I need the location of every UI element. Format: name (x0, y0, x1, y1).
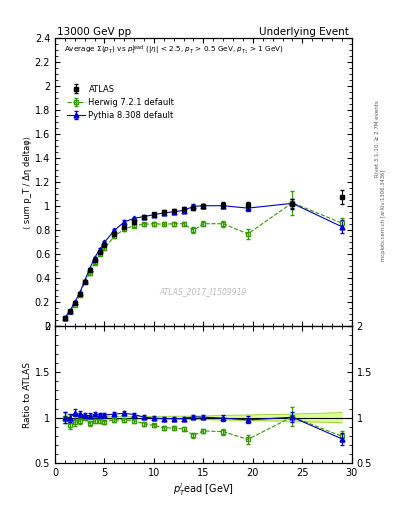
Text: mcplots.cern.ch [arXiv:1306.3436]: mcplots.cern.ch [arXiv:1306.3436] (382, 169, 386, 261)
Text: 13000 GeV pp: 13000 GeV pp (57, 27, 131, 37)
Text: Average $\Sigma(p_T)$ vs $p_T^{\rm lead}$ ($|\eta|$ < 2.5, $p_T$ > 0.5 GeV, $p_{: Average $\Sigma(p_T)$ vs $p_T^{\rm lead}… (64, 44, 284, 57)
Y-axis label: ⟨ sum p_T / Δη deltaφ⟩: ⟨ sum p_T / Δη deltaφ⟩ (23, 136, 32, 229)
Text: ATLAS_2017_I1509919: ATLAS_2017_I1509919 (160, 287, 247, 296)
X-axis label: $p_T^l$ead [GeV]: $p_T^l$ead [GeV] (173, 481, 234, 498)
Text: Underlying Event: Underlying Event (259, 27, 349, 37)
Y-axis label: Ratio to ATLAS: Ratio to ATLAS (23, 362, 32, 428)
Legend: ATLAS, Herwig 7.2.1 default, Pythia 8.308 default: ATLAS, Herwig 7.2.1 default, Pythia 8.30… (65, 83, 176, 121)
Text: Rivet 3.1.10, ≥ 2.7M events: Rivet 3.1.10, ≥ 2.7M events (375, 100, 380, 177)
